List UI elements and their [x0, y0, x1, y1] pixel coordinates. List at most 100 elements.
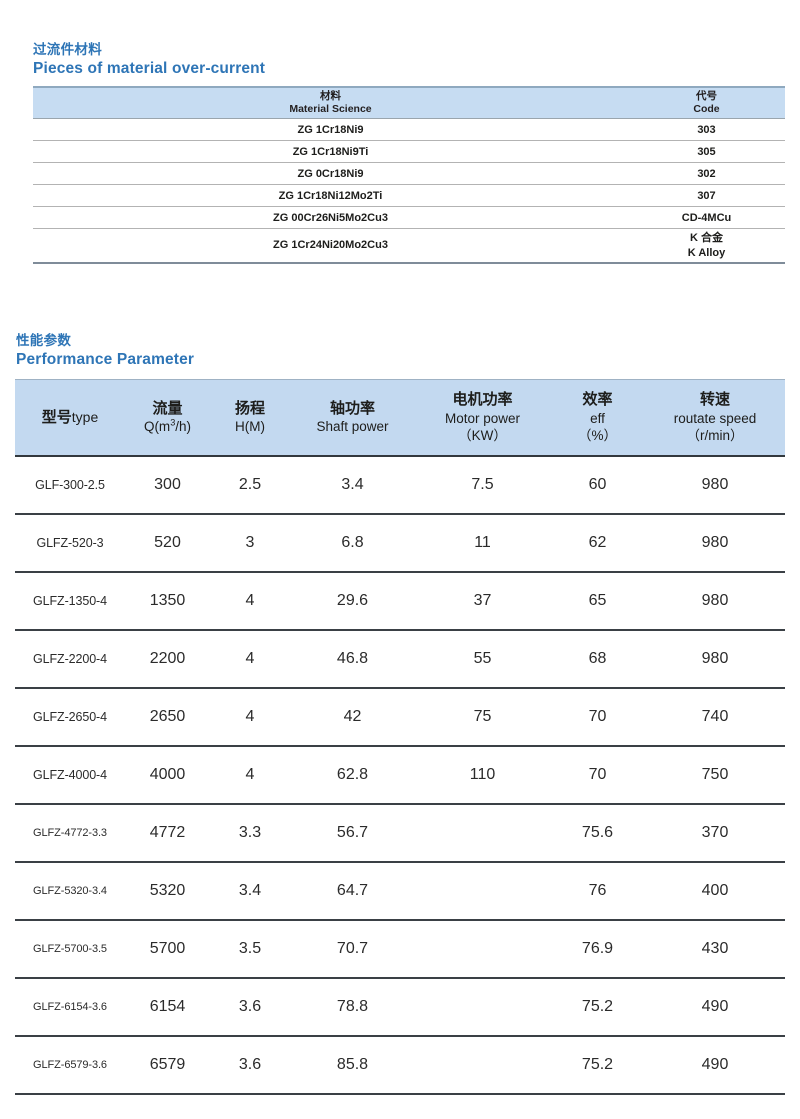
perf-shaft-cell: 56.7 [290, 804, 415, 863]
perf-col-header-speed-unit: （r/min） [686, 428, 744, 444]
materials-col-header-material: 材料 Material Science [33, 86, 628, 119]
perf-col-header-head-en: H(M) [235, 419, 265, 435]
perf-flow-cell: 5700 [125, 920, 210, 979]
perf-speed-cell: 750 [645, 746, 785, 805]
perf-col-header-shaft-cn: 轴功率 [329, 399, 375, 417]
table-row: GLFZ-4772-3.3 4772 3.3 56.7 75.6 370 [15, 804, 785, 863]
table-row: GLFZ-6154-3.6 6154 3.6 78.8 75.2 490 [15, 978, 785, 1037]
materials-col-header-code-en: Code [693, 103, 720, 115]
perf-head-cell: 4 [210, 688, 290, 747]
perf-head-cell: 4 [210, 746, 290, 805]
perf-eff-cell: 76.9 [550, 920, 645, 979]
perf-motor-cell [415, 920, 550, 979]
performance-heading-cn: 性能参数 [16, 333, 72, 348]
perf-motor-cell [415, 978, 550, 1037]
material-code-cell: 302 [628, 162, 785, 185]
perf-head-cell: 2.5 [210, 456, 290, 515]
table-row: GLFZ-1350-4 1350 4 29.6 37 65 980 [15, 572, 785, 631]
material-code-cell: 305 [628, 140, 785, 163]
perf-type-cell: GLFZ-5700-3.5 [15, 920, 125, 979]
perf-head-cell: 3 [210, 514, 290, 573]
perf-head-cell: 3.3 [210, 804, 290, 863]
perf-flow-cell: 6154 [125, 978, 210, 1037]
perf-type-cell: GLFZ-6579-3.6 [15, 1036, 125, 1095]
perf-head-cell: 4 [210, 572, 290, 631]
table-row: ZG 1Cr18Ni9Ti 305 [33, 140, 785, 163]
perf-head-cell: 4 [210, 630, 290, 689]
perf-col-header-eff: 效率 eff （%） [550, 379, 645, 457]
materials-table-body: ZG 1Cr18Ni9 303 ZG 1Cr18Ni9Ti 305 ZG 0Cr… [33, 118, 785, 264]
perf-speed-cell: 980 [645, 630, 785, 689]
performance-table-body: GLF-300-2.5 300 2.5 3.4 7.5 60 980 GLFZ-… [15, 456, 785, 1095]
perf-col-header-eff-cn: 效率 [582, 391, 613, 409]
table-row: GLFZ-4000-4 4000 4 62.8 110 70 750 [15, 746, 785, 805]
perf-eff-cell: 70 [550, 746, 645, 805]
perf-type-cell: GLFZ-6154-3.6 [15, 978, 125, 1037]
perf-type-cell: GLFZ-4000-4 [15, 746, 125, 805]
material-code-cell: 307 [628, 184, 785, 207]
materials-col-header-code: 代号 Code [628, 86, 785, 119]
perf-col-header-eff-unit: （%） [577, 428, 617, 444]
performance-header-row: 型号type 流量 Q(m3/h) 扬程 H(M) 轴功率 Shaft powe… [15, 379, 785, 457]
perf-eff-cell: 75.2 [550, 1036, 645, 1095]
perf-col-header-eff-en: eff [590, 410, 605, 426]
perf-speed-cell: 490 [645, 978, 785, 1037]
perf-motor-cell: 11 [415, 514, 550, 573]
perf-type-cell: GLFZ-1350-4 [15, 572, 125, 631]
perf-shaft-cell: 64.7 [290, 862, 415, 921]
material-name-cell: ZG 1Cr18Ni9 [33, 118, 628, 141]
material-code-cn: K 合金 [690, 232, 723, 245]
table-row: ZG 1Cr18Ni9 303 [33, 118, 785, 141]
perf-shaft-cell: 78.8 [290, 978, 415, 1037]
perf-head-cell: 3.4 [210, 862, 290, 921]
perf-shaft-cell: 42 [290, 688, 415, 747]
material-name-cell: ZG 0Cr18Ni9 [33, 162, 628, 185]
perf-col-header-speed-cn: 转速 [699, 391, 730, 409]
perf-speed-cell: 980 [645, 514, 785, 573]
perf-col-header-flow: 流量 Q(m3/h) [125, 379, 210, 457]
perf-type-cell: GLFZ-5320-3.4 [15, 862, 125, 921]
perf-flow-cell: 6579 [125, 1036, 210, 1095]
material-name-cell: ZG 1Cr24Ni20Mo2Cu3 [33, 228, 628, 264]
perf-eff-cell: 75.6 [550, 804, 645, 863]
perf-shaft-cell: 62.8 [290, 746, 415, 805]
perf-motor-cell [415, 1036, 550, 1095]
material-code-cell: 303 [628, 118, 785, 141]
table-row: GLFZ-5320-3.4 5320 3.4 64.7 76 400 [15, 862, 785, 921]
perf-eff-cell: 62 [550, 514, 645, 573]
perf-eff-cell: 68 [550, 630, 645, 689]
perf-shaft-cell: 29.6 [290, 572, 415, 631]
perf-eff-cell: 60 [550, 456, 645, 515]
materials-col-header-code-cn: 代号 [696, 89, 717, 102]
table-row: GLFZ-2200-4 2200 4 46.8 55 68 980 [15, 630, 785, 689]
perf-motor-cell: 55 [415, 630, 550, 689]
perf-shaft-cell: 70.7 [290, 920, 415, 979]
perf-col-header-type-en: type [71, 408, 99, 425]
perf-speed-cell: 370 [645, 804, 785, 863]
perf-col-header-speed: 转速 routate speed （r/min） [645, 379, 785, 457]
perf-motor-cell [415, 862, 550, 921]
table-row: ZG 0Cr18Ni9 302 [33, 162, 785, 185]
perf-head-cell: 3.5 [210, 920, 290, 979]
perf-col-header-flow-en: Q(m3/h) [143, 417, 192, 435]
materials-col-header-material-cn: 材料 [320, 89, 341, 102]
perf-flow-cell: 4000 [125, 746, 210, 805]
perf-flow-cell: 2200 [125, 630, 210, 689]
perf-motor-cell: 110 [415, 746, 550, 805]
materials-heading-cn: 过流件材料 [33, 42, 102, 57]
perf-type-cell: GLF-300-2.5 [15, 456, 125, 515]
perf-flow-cell: 1350 [125, 572, 210, 631]
perf-shaft-cell: 85.8 [290, 1036, 415, 1095]
material-code-en: K Alloy [687, 246, 726, 259]
perf-shaft-cell: 6.8 [290, 514, 415, 573]
table-row: ZG 1Cr18Ni12Mo2Ti 307 [33, 184, 785, 207]
perf-motor-cell: 37 [415, 572, 550, 631]
perf-speed-cell: 400 [645, 862, 785, 921]
perf-shaft-cell: 46.8 [290, 630, 415, 689]
perf-head-cell: 3.6 [210, 978, 290, 1037]
perf-col-header-shaft: 轴功率 Shaft power [290, 379, 415, 457]
materials-section-heading: 过流件材料 Pieces of material over-current [33, 41, 265, 79]
perf-col-header-shaft-en: Shaft power [316, 419, 389, 435]
perf-type-cell: GLFZ-2650-4 [15, 688, 125, 747]
perf-speed-cell: 980 [645, 456, 785, 515]
